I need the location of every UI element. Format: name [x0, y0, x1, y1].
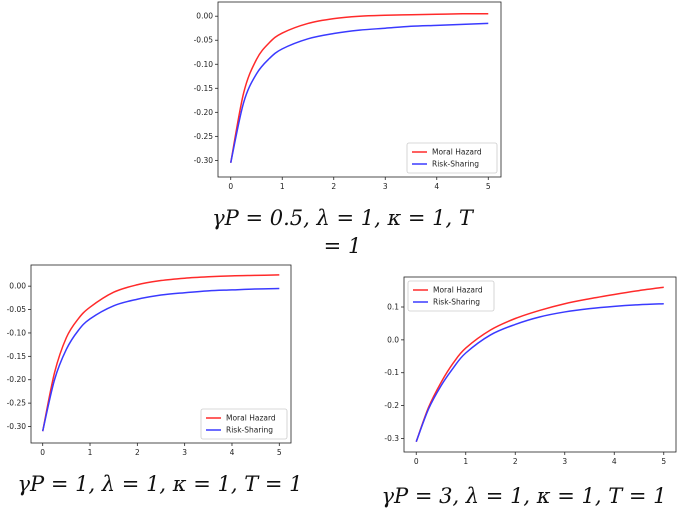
chart-panel-1: 0.00 -0.05 -0.10 -0.15 -0.20 -0.25 -0.30 0 1 2 3 4 5… [176, 0, 506, 191]
caption-2-text: γP = 1, λ = 1, κ = 1, T = 1 [17, 472, 303, 496]
caption-2: γP = 1, λ = 1, κ = 1, T = 1 [5, 470, 315, 498]
x-tick-label: 2 [513, 457, 518, 466]
legend: Moral Hazard Risk-Sharing [406, 142, 498, 174]
legend-label: Moral Hazard [432, 148, 482, 157]
legend: Moral Hazard Risk-Sharing [200, 408, 288, 440]
series-line-moral-hazard [41, 274, 280, 432]
y-tick-label: -0.05 [7, 305, 27, 314]
series-line-risk-sharing [41, 287, 280, 432]
series-line-moral-hazard [229, 13, 489, 163]
y-tick-label: -0.25 [194, 132, 214, 141]
y-tick-label: 0.00 [9, 282, 26, 291]
chart-2-svg: 0.00 -0.05 -0.10 -0.15 -0.20 -0.25 -0.30 0 1 2 3 4 5… [7, 264, 292, 457]
x-tick-label: 1 [463, 457, 468, 466]
series-line-risk-sharing [230, 22, 489, 163]
y-tick-label: -0.20 [7, 375, 27, 384]
y-tick-label: -0.05 [194, 36, 214, 45]
chart-panel-2: 0.00 -0.05 -0.10 -0.15 -0.20 -0.25 -0.30 0 1 2 3 4 5… [0, 263, 300, 458]
legend-label: Risk-Sharing [433, 298, 480, 307]
caption-3-text: γP = 3, λ = 1, κ = 1, T = 1 [381, 484, 667, 508]
caption-1: γP = 0.5, λ = 1, κ = 1, T = 1 [205, 204, 480, 260]
x-tick-label: 1 [280, 182, 285, 191]
y-tick-label: -0.30 [194, 156, 214, 165]
x-tick-label: 1 [88, 448, 93, 457]
series-line-moral-hazard [415, 286, 664, 442]
x-tick-label: 2 [331, 182, 336, 191]
x-tick-label: 5 [661, 457, 666, 466]
legend-box [200, 408, 288, 440]
x-tick-label: 0 [228, 182, 233, 191]
x-tick-label: 5 [277, 448, 282, 457]
y-tick-label: -0.2 [384, 401, 399, 410]
y-tick-label: -0.15 [194, 84, 214, 93]
y-tick-label: 0.0 [387, 335, 399, 344]
caption-3: γP = 3, λ = 1, κ = 1, T = 1 [363, 482, 685, 510]
chart-3-svg: 0.1 0.0 -0.1 -0.2 -0.3 0 1 2 3 4 5 Moral Hazard Risk… [384, 276, 677, 466]
legend-label: Moral Hazard [433, 286, 483, 295]
x-tick-label: 3 [182, 448, 187, 457]
x-tick-label: 0 [414, 457, 419, 466]
x-tick-label: 2 [135, 448, 140, 457]
x-tick-label: 5 [486, 182, 491, 191]
legend-label: Risk-Sharing [432, 160, 479, 169]
y-tick-label: 0.1 [387, 303, 399, 312]
legend-label: Moral Hazard [226, 414, 276, 423]
x-tick-label: 3 [562, 457, 567, 466]
y-tick-label: -0.1 [384, 368, 399, 377]
caption-1-text: γP = 0.5, λ = 1, κ = 1, T = 1 [212, 206, 473, 258]
chart-panel-3: 0.1 0.0 -0.1 -0.2 -0.3 0 1 2 3 4 5 Moral Hazard Risk… [375, 275, 680, 470]
x-tick-label: 3 [383, 182, 388, 191]
y-tick-label: 0.00 [196, 12, 213, 21]
chart-1-svg: 0.00 -0.05 -0.10 -0.15 -0.20 -0.25 -0.30 0 1 2 3 4 5… [194, 1, 502, 191]
y-tick-label: -0.20 [194, 108, 214, 117]
y-tick-label: -0.3 [384, 434, 399, 443]
x-tick-label: 4 [434, 182, 439, 191]
series-line-risk-sharing [415, 302, 664, 442]
legend-label: Risk-Sharing [226, 426, 273, 435]
y-tick-label: -0.25 [7, 399, 27, 408]
x-tick-label: 4 [612, 457, 617, 466]
y-tick-label: -0.10 [194, 60, 214, 69]
legend-box [407, 280, 495, 312]
legend: Moral Hazard Risk-Sharing [407, 280, 495, 312]
y-tick-label: -0.10 [7, 328, 27, 337]
y-tick-label: -0.30 [7, 422, 27, 431]
x-tick-label: 0 [40, 448, 45, 457]
x-tick-label: 4 [230, 448, 235, 457]
y-tick-label: -0.15 [7, 352, 27, 361]
legend-box [406, 142, 498, 174]
